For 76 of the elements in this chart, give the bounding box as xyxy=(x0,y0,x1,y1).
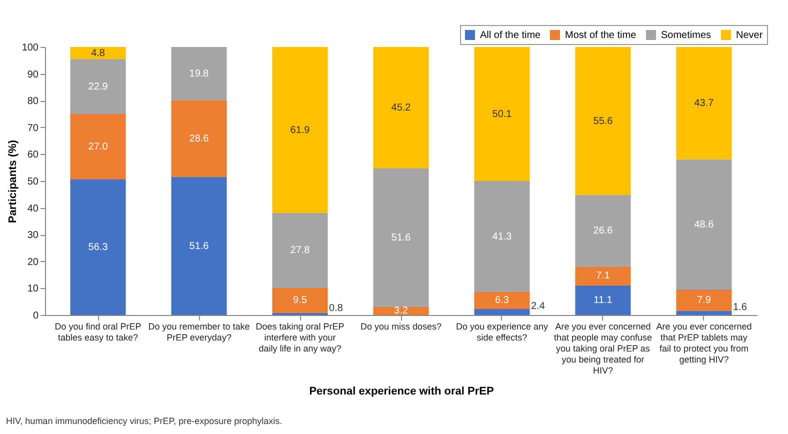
data-label: 1.6 xyxy=(732,302,748,313)
y-tick-label: 40 xyxy=(27,203,39,214)
bar xyxy=(474,308,530,315)
x-tick-label: Do you miss doses? xyxy=(360,322,442,332)
bar xyxy=(70,58,126,114)
y-tick-label: 70 xyxy=(27,122,39,134)
data-label: 48.6 xyxy=(694,219,714,230)
bar xyxy=(171,47,227,100)
bar xyxy=(70,179,126,315)
legend-label: Most of the time xyxy=(565,30,637,41)
bar xyxy=(272,47,328,213)
x-tick-label: Are you ever concerned that PrEP tablets may fail to protect you from getting HIV? xyxy=(656,322,752,364)
bar xyxy=(676,159,732,290)
data-label: 7.9 xyxy=(697,295,712,306)
bar xyxy=(171,100,227,177)
bar xyxy=(373,47,429,168)
x-axis-title: Personal experience with oral PrEP xyxy=(309,386,494,398)
data-label: 51.6 xyxy=(189,240,210,252)
bar xyxy=(474,181,530,292)
legend-label: All of the time xyxy=(480,30,542,41)
bar xyxy=(272,287,328,313)
data-label: 9.5 xyxy=(293,295,308,306)
data-label: 6.3 xyxy=(495,295,510,306)
text: HIV, human immunodeficiency virus; PrEP, pre-exposure prophylaxis. xyxy=(6,416,284,426)
bar xyxy=(575,285,631,315)
bar xyxy=(575,47,631,195)
bar xyxy=(70,114,126,180)
data-label: 61.9 xyxy=(290,124,310,136)
annotation: 4.8 xyxy=(91,48,106,59)
data-label: 7.1 xyxy=(596,270,610,282)
y-tick-label: 90 xyxy=(27,69,39,80)
legend-label: Never xyxy=(736,30,764,41)
data-label: 11.1 xyxy=(594,295,613,306)
y-tick-label: 0 xyxy=(32,310,39,322)
y-tick-label: 100 xyxy=(22,42,39,54)
bar xyxy=(474,292,530,309)
data-label: 45.2 xyxy=(391,102,412,114)
bar xyxy=(676,47,732,160)
annotation: 55.6 xyxy=(593,116,614,127)
x-tick-label: Are you ever concerned that people may confuse you taking oral PrEP as you being treated for HIV? xyxy=(554,322,652,376)
x-tick-label: Do you find oral PrEP tables easy to take? xyxy=(54,322,142,342)
x-tick-label: Does taking oral PrEP interfere with your daily life in any way? xyxy=(256,322,344,354)
data-label: 26.6 xyxy=(593,226,614,237)
bar xyxy=(171,176,227,315)
annotation: 56.3 xyxy=(88,242,108,254)
legend-label: Sometimes xyxy=(661,30,712,41)
annotation: 27.0 xyxy=(88,142,108,153)
annotation: 22.9 xyxy=(88,81,108,92)
bar xyxy=(373,306,429,315)
y-tick-label: 80 xyxy=(27,96,39,108)
y-tick-label: 30 xyxy=(27,230,39,242)
data-label: 2.4 xyxy=(530,300,546,312)
data-label: 3.2 xyxy=(394,306,408,317)
data-label: 0.8 xyxy=(329,302,344,314)
y-tick-label: 60 xyxy=(27,150,39,161)
x-tick-label: Do you experience any side effects? xyxy=(456,322,549,342)
bar xyxy=(373,168,429,306)
bar xyxy=(676,310,732,315)
x-tick-label: Do you remember to take PrEP everyday? xyxy=(148,322,250,342)
y-tick-label: 20 xyxy=(27,256,39,268)
data-label: 28.6 xyxy=(189,133,210,144)
y-axis-title: Participants (%) xyxy=(6,140,19,224)
annotation: 50.1 xyxy=(492,109,512,120)
bar xyxy=(676,290,732,311)
bar xyxy=(474,47,530,181)
data-label: 51.6 xyxy=(391,232,412,244)
annotation: 43.7 xyxy=(694,98,714,110)
bar xyxy=(70,47,126,59)
y-tick-label: 10 xyxy=(27,284,39,295)
data-label: 19.8 xyxy=(189,68,210,80)
bar xyxy=(272,212,328,288)
bar xyxy=(575,194,631,266)
y-tick-label: 50 xyxy=(27,176,39,188)
data-label: 27.8 xyxy=(290,245,310,256)
data-label: 41.3 xyxy=(492,231,512,242)
bar xyxy=(575,266,631,286)
